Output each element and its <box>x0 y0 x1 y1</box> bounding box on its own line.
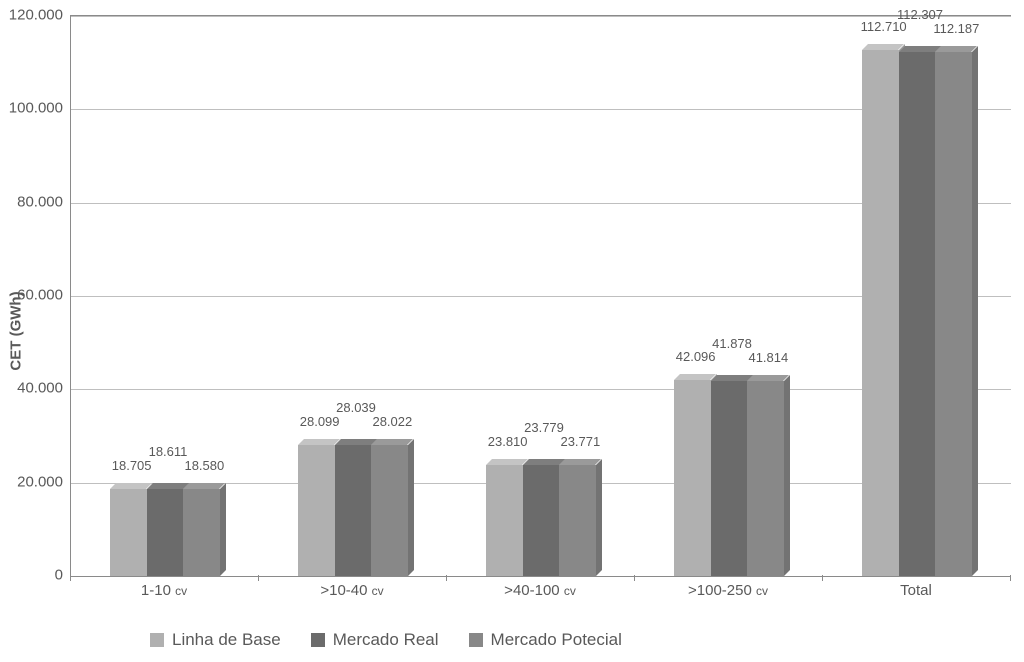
bar-value-label: 112.187 <box>933 21 979 36</box>
bar-value-label: 28.039 <box>336 400 376 415</box>
x-tick <box>634 575 635 581</box>
category-label: >40-100 cv <box>504 582 576 599</box>
bar-side <box>972 46 978 576</box>
bar <box>183 489 219 576</box>
legend-item: Mercado Real <box>311 630 439 650</box>
x-tick <box>446 575 447 581</box>
bar-value-label: 23.771 <box>560 434 600 449</box>
category-label: >100-250 cv <box>688 582 768 599</box>
chart: CET (GWh) 020.00040.00060.00080.000100.0… <box>0 0 1024 662</box>
bar <box>298 445 334 576</box>
bar-value-label: 112.307 <box>897 7 943 22</box>
category-label: 1-10 cv <box>141 582 187 599</box>
legend-item: Linha de Base <box>150 630 281 650</box>
bar <box>486 465 522 576</box>
bar <box>862 50 898 576</box>
category-label: >10-40 cv <box>320 582 383 599</box>
bar <box>523 465 559 576</box>
bar <box>371 445 407 576</box>
bar <box>747 381 783 576</box>
y-tick-label: 20.000 <box>8 473 63 490</box>
bar <box>711 381 747 576</box>
x-tick <box>258 575 259 581</box>
bar <box>559 465 595 576</box>
legend-swatch-1 <box>311 633 325 647</box>
plot-area: 18.70518.61118.580 28.09928.03928.022 23.8… <box>70 15 1011 577</box>
legend-label: Mercado Potecial <box>491 630 622 650</box>
legend-label: Linha de Base <box>172 630 281 650</box>
x-tick <box>1010 575 1011 581</box>
category-label: Total <box>900 582 932 599</box>
legend-item: Mercado Potecial <box>469 630 622 650</box>
bar <box>899 52 935 576</box>
bar <box>674 380 710 576</box>
x-tick <box>822 575 823 581</box>
y-tick-label: 40.000 <box>8 380 63 397</box>
bar <box>147 489 183 576</box>
legend-swatch-0 <box>150 633 164 647</box>
x-tick <box>70 575 71 581</box>
bar-value-label: 18.611 <box>149 444 188 459</box>
legend-label: Mercado Real <box>333 630 439 650</box>
y-tick-label: 100.000 <box>8 100 63 117</box>
bar-value-label: 42.096 <box>676 349 716 364</box>
bar-side <box>220 483 226 576</box>
y-tick-label: 80.000 <box>8 193 63 210</box>
bar-value-label: 28.022 <box>372 414 412 429</box>
y-tick-label: 0 <box>8 567 63 584</box>
bar <box>335 445 371 576</box>
legend-swatch-2 <box>469 633 483 647</box>
bar-value-label: 23.810 <box>488 434 528 449</box>
bar-value-label: 18.580 <box>184 458 224 473</box>
bar <box>110 489 146 576</box>
bar-value-label: 28.099 <box>300 414 340 429</box>
bar-value-label: 18.705 <box>112 458 152 473</box>
y-tick-label: 60.000 <box>8 287 63 304</box>
bar-side <box>784 375 790 576</box>
bar <box>935 52 971 576</box>
bar-value-label: 41.878 <box>712 336 752 351</box>
bar-value-label: 23.779 <box>524 420 564 435</box>
legend: Linha de Base Mercado Real Mercado Potec… <box>150 630 622 650</box>
bar-side <box>596 459 602 576</box>
y-tick-label: 120.000 <box>8 7 63 24</box>
bar-side <box>408 439 414 576</box>
bar-value-label: 41.814 <box>748 350 788 365</box>
